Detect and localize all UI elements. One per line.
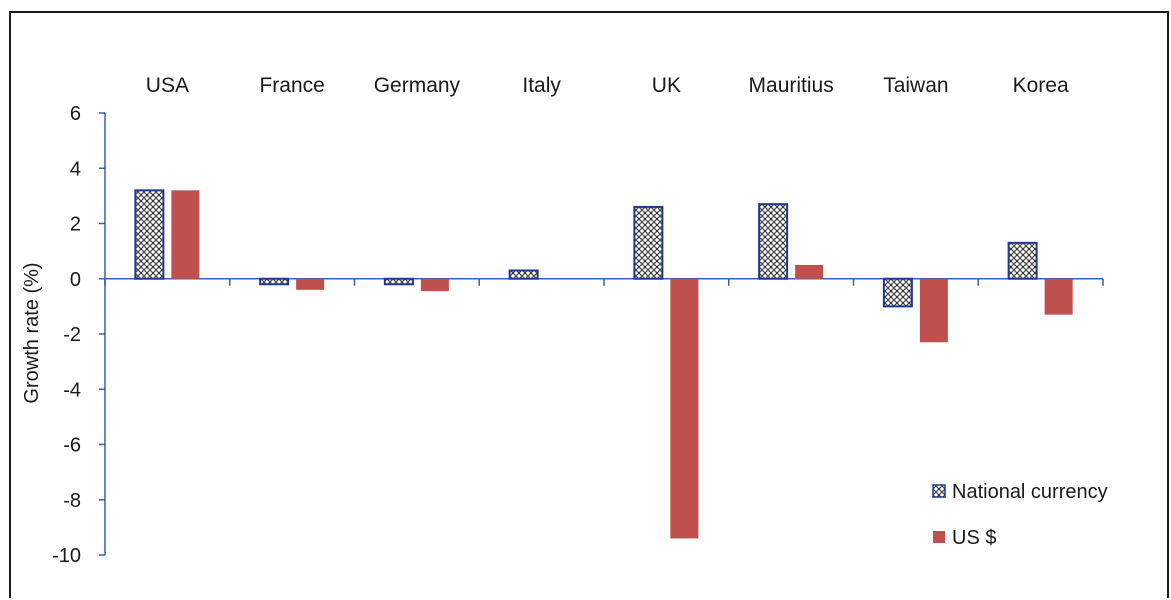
bar-us-dollar [420, 278, 449, 292]
bar-national-currency [882, 277, 913, 308]
bar-national-currency [1007, 241, 1038, 280]
category-label: Mauritius [749, 74, 834, 97]
y-tick-label: 4 [70, 158, 81, 180]
category-label: France [259, 74, 324, 97]
bar-us-dollar [1044, 278, 1073, 315]
category-label: USA [146, 74, 189, 97]
category-label: Italy [522, 74, 561, 97]
bar-us-dollar [296, 278, 325, 290]
bar-national-currency [508, 269, 539, 280]
category-label: Germany [374, 74, 461, 97]
y-tick-label: 0 [70, 269, 81, 291]
legend-label-us-dollar: US $ [952, 527, 996, 549]
legend: National currency US $ [932, 481, 1108, 549]
bar-us-dollar [919, 278, 948, 343]
bar-us-dollar [670, 278, 699, 539]
y-tick-labels: 6 4 2 0 -2 -4 -6 -8 -10 [52, 103, 81, 567]
bar-national-currency [633, 205, 664, 280]
bars [134, 189, 1073, 539]
bar-national-currency [383, 277, 414, 286]
y-tick-label: -8 [63, 490, 81, 512]
category-labels: USA France Germany Italy UK Mauritius Taiwan Ko… [146, 74, 1069, 97]
legend-label-national-currency: National currency [952, 481, 1108, 503]
y-tick-label: -2 [63, 324, 81, 346]
bar-us-dollar [795, 264, 824, 279]
y-tick-label: 6 [70, 103, 81, 125]
bar-us-dollar [171, 190, 200, 279]
legend-swatch-national-currency [932, 484, 946, 498]
y-tick-label: 2 [70, 214, 81, 236]
y-tick-label: -10 [52, 545, 81, 567]
y-tick-label: -6 [63, 435, 81, 457]
category-label: Korea [1013, 74, 1069, 97]
category-label: Taiwan [883, 74, 948, 97]
legend-swatch-us-dollar [933, 531, 945, 543]
bar-national-currency [134, 189, 165, 280]
bar-national-currency [758, 203, 789, 280]
y-tick-label: -4 [63, 379, 81, 401]
y-axis-label: Growth rate (%) [21, 262, 43, 403]
category-label: UK [652, 74, 681, 97]
chart-frame [9, 11, 1169, 598]
bar-national-currency [259, 277, 290, 286]
